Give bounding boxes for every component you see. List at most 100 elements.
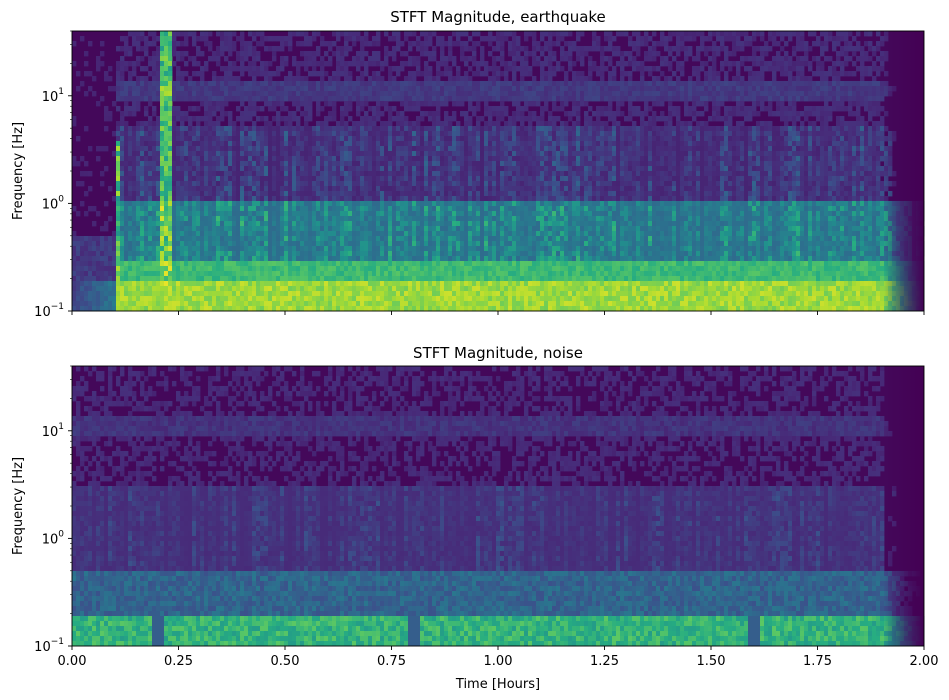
heatmap-cell: [412, 241, 416, 246]
heatmap-cell: [128, 61, 132, 66]
heatmap-cell: [168, 276, 172, 281]
heatmap-cell: [140, 151, 144, 156]
heatmap-cell: [124, 131, 128, 136]
heatmap-cell: [292, 181, 296, 186]
heatmap-cell: [468, 181, 472, 186]
heatmap-cell: [296, 216, 300, 221]
heatmap-cell: [216, 276, 220, 281]
heatmap-cell: [240, 286, 244, 291]
heatmap-cell: [196, 211, 200, 216]
heatmap-cell: [228, 91, 232, 96]
heatmap-cell: [248, 216, 252, 221]
heatmap-cell: [276, 246, 280, 251]
heatmap-cell: [120, 71, 124, 76]
heatmap-cell: [120, 196, 124, 201]
heatmap-cell: [244, 126, 248, 131]
heatmap-cell: [280, 301, 284, 306]
heatmap-cell: [376, 131, 380, 136]
heatmap-cell: [460, 151, 464, 156]
heatmap-cell: [360, 256, 364, 261]
heatmap-cell: [136, 176, 140, 181]
heatmap-cell: [420, 266, 424, 271]
heatmap-cell: [456, 291, 460, 296]
heatmap-cell: [352, 246, 356, 251]
heatmap-cell: [456, 141, 460, 146]
heatmap-cell: [376, 61, 380, 66]
heatmap-cell: [488, 201, 492, 206]
heatmap-cell: [452, 151, 456, 156]
heatmap-cell: [168, 161, 172, 166]
heatmap-cell: [324, 131, 328, 136]
heatmap-cell: [352, 151, 356, 156]
heatmap-cell: [120, 121, 124, 126]
heatmap-cell: [392, 31, 396, 36]
heatmap-cell: [128, 186, 132, 191]
heatmap-cell: [304, 56, 308, 61]
heatmap-cell: [384, 191, 388, 196]
heatmap-cell: [156, 61, 160, 66]
heatmap-cell: [240, 46, 244, 51]
heatmap-cell: [208, 116, 212, 121]
heatmap-cell: [252, 251, 256, 256]
heatmap-cell: [308, 136, 312, 141]
heatmap-cell: [228, 136, 232, 141]
heatmap-cell: [136, 246, 140, 251]
heatmap-cell: [272, 251, 276, 256]
heatmap-cell: [168, 51, 172, 56]
heatmap-cell: [468, 166, 472, 171]
heatmap-cell: [392, 76, 396, 81]
heatmap-cell: [108, 251, 112, 256]
heatmap-cell: [140, 251, 144, 256]
heatmap-cell: [436, 166, 440, 171]
heatmap-cell: [136, 81, 140, 86]
heatmap-cell: [332, 31, 336, 36]
heatmap-cell: [184, 156, 188, 161]
heatmap-cell: [332, 166, 336, 171]
heatmap-cell: [400, 196, 404, 201]
heatmap-cell: [196, 216, 200, 221]
heatmap-cell: [268, 241, 272, 246]
heatmap-cell: [244, 256, 248, 261]
heatmap-cell: [324, 171, 328, 176]
heatmap-cell: [224, 146, 228, 151]
heatmap-cell: [240, 151, 244, 156]
heatmap-cell: [232, 226, 236, 231]
heatmap-cell: [156, 121, 160, 126]
heatmap-cell: [444, 56, 448, 61]
heatmap-cell: [348, 71, 352, 76]
heatmap-cell: [220, 296, 224, 301]
heatmap-cell: [280, 141, 284, 146]
heatmap-cell: [320, 236, 324, 241]
heatmap-cell: [320, 76, 324, 81]
heatmap-cell: [492, 106, 496, 111]
heatmap-cell: [216, 51, 220, 56]
heatmap-cell: [324, 186, 328, 191]
heatmap-cell: [164, 251, 168, 256]
heatmap-cell: [464, 181, 468, 186]
heatmap-cell: [388, 151, 392, 156]
heatmap-cell: [160, 71, 164, 76]
heatmap-cell: [252, 106, 256, 111]
heatmap-cell: [276, 111, 280, 116]
heatmap-cell: [428, 256, 432, 261]
heatmap-cell: [400, 166, 404, 171]
heatmap-cell: [152, 111, 156, 116]
heatmap-cell: [224, 96, 228, 101]
heatmap-cell: [224, 201, 228, 206]
heatmap-cell: [200, 71, 204, 76]
heatmap-cell: [264, 231, 268, 236]
heatmap-cell: [300, 81, 304, 86]
heatmap-cell: [376, 126, 380, 131]
heatmap-cell: [420, 226, 424, 231]
heatmap-cell: [324, 301, 328, 306]
heatmap-cell: [136, 281, 140, 286]
heatmap-cell: [440, 206, 444, 211]
heatmap-cell: [372, 161, 376, 166]
heatmap-cell: [212, 161, 216, 166]
heatmap-cell: [264, 66, 268, 71]
heatmap-cell: [404, 236, 408, 241]
heatmap-cell: [448, 201, 452, 206]
heatmap-cell: [416, 151, 420, 156]
heatmap-cell: [220, 201, 224, 206]
heatmap-cell: [252, 226, 256, 231]
